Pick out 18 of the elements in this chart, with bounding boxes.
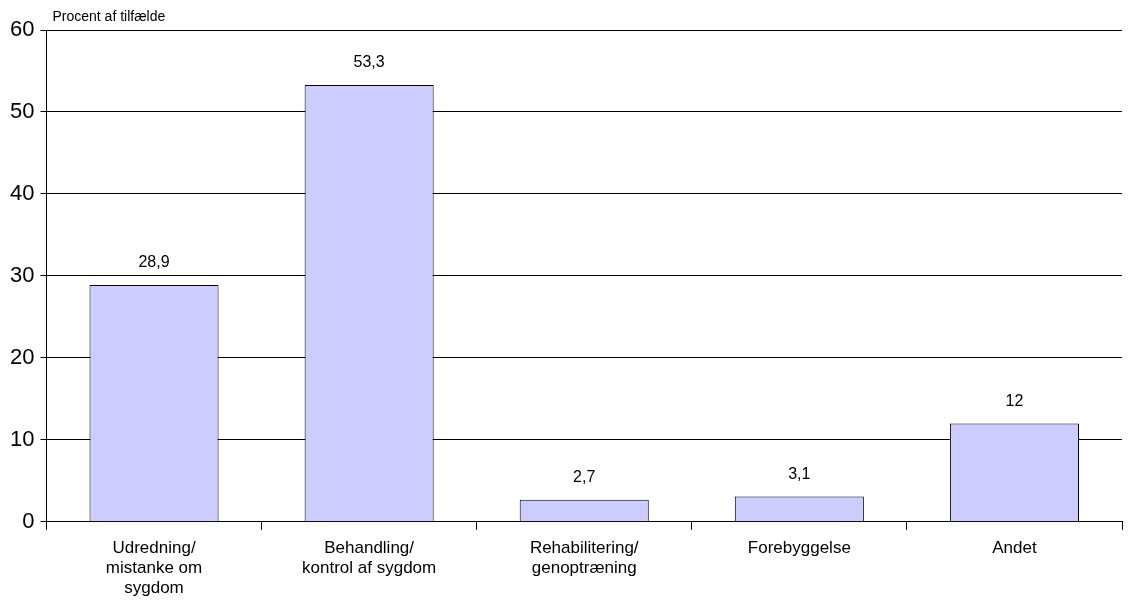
data-label: 12	[1005, 391, 1024, 409]
data-label: 3,1	[788, 464, 811, 482]
y-tick-label: 40	[9, 180, 35, 205]
x-tick-label: Rehabilitering/ genoptræning	[529, 537, 639, 578]
x-tick-label: Forebyggelse	[747, 537, 851, 557]
y-tick-label: 0	[22, 507, 35, 533]
y-axis-title: Procent af tilfælde	[52, 7, 166, 24]
data-label: 53,3	[353, 53, 385, 71]
x-tick-label: Udredning/ mistanke om sygdom	[105, 537, 203, 598]
data-label: 28,9	[138, 253, 170, 271]
y-tick-label: 10	[9, 425, 35, 451]
y-tick-label: 60	[9, 16, 35, 42]
y-tick-label: 50	[9, 98, 35, 124]
x-tick-label: Andet	[992, 537, 1037, 557]
data-label: 2,7	[573, 468, 596, 486]
y-tick-label: 20	[9, 343, 35, 369]
x-tick-label: Behandling/ kontrol af sygdom	[302, 537, 437, 578]
y-tick-label: 30	[9, 261, 35, 287]
